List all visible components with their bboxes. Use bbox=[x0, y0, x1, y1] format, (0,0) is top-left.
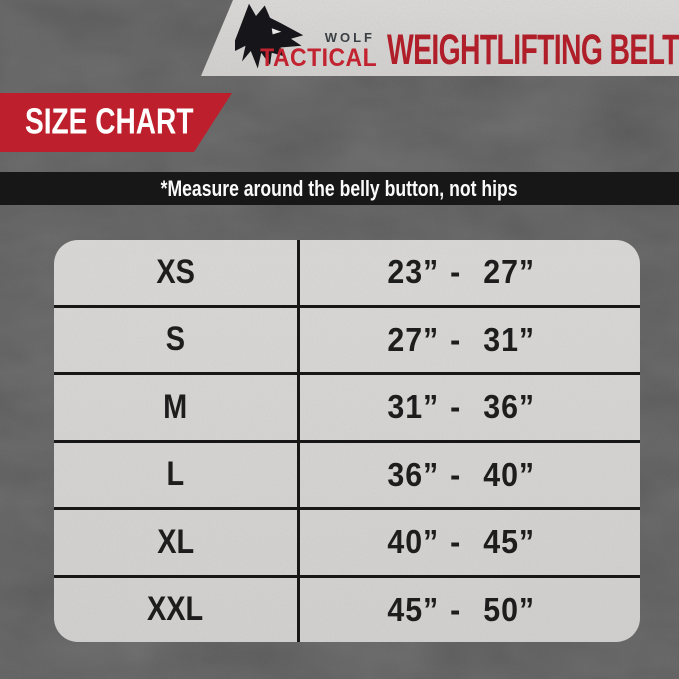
range-max: 27” bbox=[483, 253, 536, 291]
brand-name-tactical: TACTICAL bbox=[260, 44, 377, 72]
range-value: 36” -40” bbox=[388, 456, 536, 494]
range-min: 40” bbox=[387, 523, 440, 561]
size-cell: XL bbox=[54, 510, 297, 575]
range-separator: - bbox=[450, 253, 462, 291]
range-value: 23” -27” bbox=[388, 253, 536, 291]
wolf-head-icon bbox=[235, 3, 304, 69]
range-cell: 31” -36” bbox=[297, 375, 640, 440]
table-row-s: S 27” -31” bbox=[54, 304, 640, 373]
size-label: S bbox=[165, 320, 186, 359]
size-cell: L bbox=[54, 443, 297, 508]
size-cell: XS bbox=[54, 240, 297, 305]
range-separator: - bbox=[450, 523, 462, 561]
range-separator: - bbox=[450, 320, 462, 358]
range-separator: - bbox=[450, 590, 462, 628]
range-cell: 40” -45” bbox=[297, 510, 640, 575]
range-min: 27” bbox=[387, 320, 440, 358]
range-value: 40” -45” bbox=[388, 523, 536, 561]
range-min: 31” bbox=[387, 388, 440, 426]
range-value: 31” -36” bbox=[388, 388, 536, 426]
range-separator: - bbox=[450, 388, 462, 426]
header-banner: WOLF TACTICAL WEIGHTLIFTING BELT bbox=[201, 0, 679, 76]
size-cell: M bbox=[54, 375, 297, 440]
table-column-divider bbox=[297, 240, 300, 642]
table-row-xs: XS 23” -27” bbox=[54, 240, 640, 305]
measurement-note-bar: *Measure around the belly button, not hi… bbox=[0, 172, 679, 205]
table-row-xxl: XXL 45” -50” bbox=[54, 574, 640, 643]
product-title: WEIGHTLIFTING BELT bbox=[387, 26, 679, 74]
range-cell: 45” -50” bbox=[297, 578, 640, 643]
size-table: XS 23” -27” S 27” -31” M 31” -36” L 36” -40”… bbox=[54, 240, 640, 642]
range-max: 31” bbox=[483, 320, 536, 358]
brand-logo-text: WOLF TACTICAL bbox=[247, 31, 377, 71]
size-chart-ribbon: SIZE CHART bbox=[0, 93, 232, 152]
range-min: 23” bbox=[387, 253, 440, 291]
size-label: XXL bbox=[147, 590, 204, 629]
measurement-note-text: *Measure around the belly button, not hi… bbox=[161, 175, 518, 201]
brand-name-wolf: WOLF bbox=[324, 30, 375, 45]
range-cell: 27” -31” bbox=[297, 308, 640, 373]
range-max: 40” bbox=[483, 455, 536, 493]
size-cell: S bbox=[54, 308, 297, 373]
size-label: XL bbox=[157, 522, 194, 561]
range-max: 45” bbox=[483, 523, 536, 561]
range-max: 36” bbox=[483, 388, 536, 426]
range-value: 45” -50” bbox=[388, 591, 536, 629]
range-cell: 36” -40” bbox=[297, 443, 640, 508]
size-label: M bbox=[163, 387, 188, 426]
range-separator: - bbox=[450, 455, 462, 493]
range-cell: 23” -27” bbox=[297, 240, 640, 305]
size-chart-title: SIZE CHART bbox=[25, 99, 194, 141]
size-label: XS bbox=[156, 252, 195, 291]
table-row-l: L 36” -40” bbox=[54, 439, 640, 508]
table-row-xl: XL 40” -45” bbox=[54, 507, 640, 575]
size-label: L bbox=[166, 455, 185, 494]
range-min: 36” bbox=[387, 455, 440, 493]
table-row-m: M 31” -36” bbox=[54, 372, 640, 440]
range-value: 27” -31” bbox=[388, 321, 536, 359]
size-cell: XXL bbox=[54, 578, 297, 643]
range-min: 45” bbox=[387, 590, 440, 628]
range-max: 50” bbox=[483, 590, 536, 628]
